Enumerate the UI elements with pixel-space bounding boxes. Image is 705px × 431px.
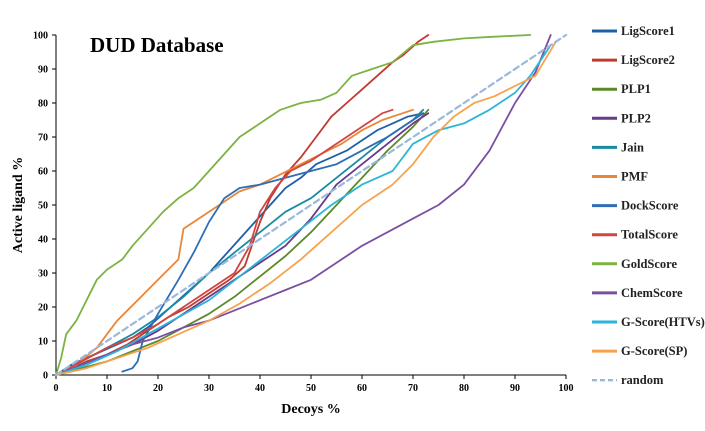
- series-line-chemscore: [55, 34, 552, 376]
- plot-area: DUD Database 0 10 20 30 40 50 60 70 80 90 100 0 10 2…: [11, 31, 574, 418]
- y-tick-label: 80: [38, 99, 48, 110]
- x-tick-label: 60: [357, 383, 367, 394]
- x-tick-label: 80: [459, 383, 469, 394]
- legend-label-g-score-sp: G-Score(SP): [621, 344, 687, 358]
- y-tick-label: 100: [33, 31, 48, 42]
- legend-label-plp2: PLP2: [621, 111, 651, 125]
- legend-label-plp1: PLP1: [621, 82, 651, 96]
- series-lines: [54, 33, 568, 377]
- y-tick-label: 30: [38, 269, 48, 280]
- x-tick-label: 10: [102, 383, 112, 394]
- y-tick-label: 60: [38, 167, 48, 178]
- legend: LigScore1 LigScore2 PLP1 PLP2 Jain PMF DockSco…: [592, 24, 705, 387]
- x-tick-label: 30: [204, 383, 214, 394]
- x-tick-label: 40: [255, 383, 265, 394]
- y-axis-title: Active ligand %: [11, 157, 26, 253]
- legend-label-ligscore1: LigScore1: [621, 24, 675, 38]
- legend-label-dockscore: DockScore: [621, 199, 679, 213]
- y-tick-label: 50: [38, 201, 48, 212]
- x-ticks: 0 10 20 30 40 50 60 70 80 90 100: [54, 375, 574, 394]
- y-tick-label: 0: [43, 371, 48, 382]
- x-tick-label: 70: [408, 383, 418, 394]
- legend-label-ligscore2: LigScore2: [621, 53, 675, 67]
- x-tick-label: 100: [559, 383, 574, 394]
- series-line-ligscore2: [55, 34, 430, 376]
- y-tick-label: 10: [38, 337, 48, 348]
- legend-label-random: random: [621, 373, 664, 387]
- legend-label-pmf: PMF: [621, 170, 648, 184]
- series-line-dockscore: [121, 112, 425, 373]
- series-line-g-score-htvs: [55, 44, 552, 376]
- y-tick-label: 20: [38, 303, 48, 314]
- chart-title: DUD Database: [90, 33, 224, 57]
- x-tick-label: 0: [54, 383, 59, 394]
- y-tick-label: 90: [38, 65, 48, 76]
- x-axis-title: Decoys %: [281, 402, 341, 417]
- legend-label-totalscore: TotalScore: [621, 228, 678, 242]
- x-tick-label: 90: [510, 383, 520, 394]
- y-ticks: 0 10 20 30 40 50 60 70 80 90 100: [33, 31, 56, 382]
- x-tick-label: 50: [306, 383, 316, 394]
- legend-label-g-score-htvs: G-Score(HTVs): [621, 315, 705, 329]
- series-line-pmf: [55, 108, 414, 376]
- legend-label-jain: Jain: [621, 140, 644, 154]
- series-line-random: [54, 33, 568, 377]
- y-tick-label: 70: [38, 133, 48, 144]
- series-line-plp2: [55, 112, 430, 376]
- x-tick-label: 20: [153, 383, 163, 394]
- legend-label-chemscore: ChemScore: [621, 286, 683, 300]
- legend-label-goldscore: GoldScore: [621, 257, 677, 271]
- y-tick-label: 40: [38, 235, 48, 246]
- series-line-g-score-sp: [55, 40, 557, 376]
- series-line-goldscore: [55, 34, 532, 376]
- series-line-jain: [55, 108, 425, 376]
